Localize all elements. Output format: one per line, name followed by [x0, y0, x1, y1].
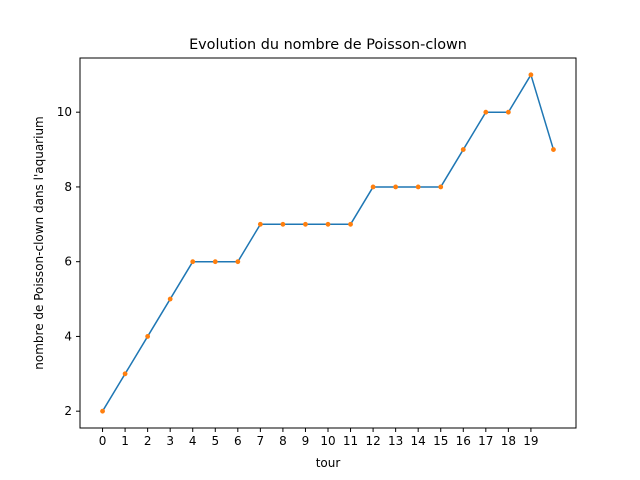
data-point	[190, 259, 196, 265]
data-point	[303, 221, 308, 227]
data-point	[122, 371, 128, 377]
x-tick-label: 3	[166, 434, 174, 448]
x-tick-label: 11	[343, 434, 358, 448]
data-point	[167, 296, 173, 302]
y-tick-label: 2	[64, 404, 72, 418]
data-point	[235, 259, 241, 265]
y-tick-label: 10	[57, 105, 72, 119]
data-point	[325, 221, 331, 227]
data-point	[280, 221, 286, 227]
plot-area-frame	[79, 57, 577, 429]
x-tick-label: 13	[388, 434, 403, 448]
x-axis: 0 1 2 3 4 5 6 7 8 9 10 11 12 13 14 15 16 17 18 19	[99, 428, 539, 448]
x-tick-label: 5	[211, 434, 219, 448]
y-tick-label: 8	[64, 180, 72, 194]
x-tick-label: 19	[523, 434, 538, 448]
series-line	[101, 74, 555, 412]
data-point	[348, 221, 353, 227]
data-point	[551, 147, 556, 152]
x-tick-label: 0	[99, 434, 107, 448]
data-point	[257, 221, 263, 227]
data-point	[460, 147, 466, 152]
x-tick-label: 17	[478, 434, 493, 448]
data-point	[145, 334, 151, 339]
data-point	[212, 259, 218, 265]
x-axis-label: tour	[316, 456, 341, 470]
data-point	[505, 109, 511, 115]
x-tick-label: 15	[433, 434, 448, 448]
data-point	[438, 184, 444, 190]
data-point	[393, 184, 399, 190]
x-tick-label: 4	[189, 434, 197, 448]
x-tick-label: 10	[320, 434, 335, 448]
y-tick-label: 6	[64, 255, 72, 269]
x-tick-label: 16	[456, 434, 471, 448]
data-point	[370, 184, 376, 190]
data-point	[483, 109, 489, 115]
x-tick-label: 2	[144, 434, 152, 448]
x-tick-label: 1	[121, 434, 129, 448]
x-tick-label: 6	[234, 434, 242, 448]
x-tick-label: 8	[279, 434, 287, 448]
y-tick-label: 4	[64, 329, 72, 343]
x-tick-label: 12	[365, 434, 380, 448]
x-tick-label: 14	[411, 434, 426, 448]
data-point	[415, 184, 421, 190]
chart-title: Evolution du nombre de Poisson-clown	[189, 37, 467, 53]
x-tick-label: 7	[257, 434, 265, 448]
y-axis-label: nombre de Poisson-clown dans l'aquarium	[32, 116, 46, 369]
x-tick-label: 9	[302, 434, 310, 448]
y-axis: 2 4 6 8 10	[57, 105, 80, 418]
data-point	[528, 72, 534, 78]
x-tick-label: 18	[501, 434, 516, 448]
data-point	[100, 408, 105, 414]
